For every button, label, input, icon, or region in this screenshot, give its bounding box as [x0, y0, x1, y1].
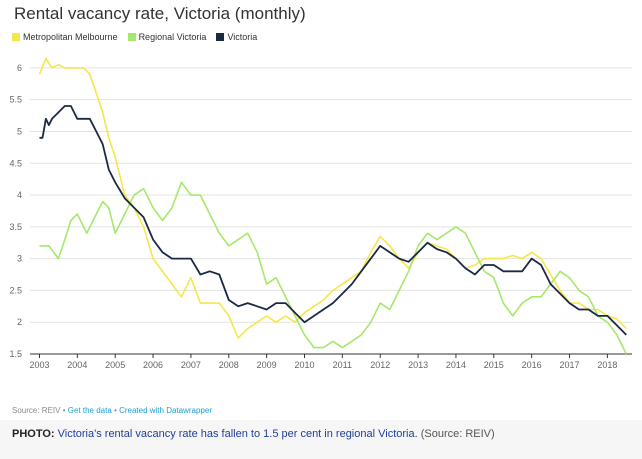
x-tick-label: 2009	[257, 360, 277, 370]
x-tick-label: 2003	[29, 360, 49, 370]
legend-item-regional-victoria: Regional Victoria	[127, 32, 207, 42]
x-tick-label: 2011	[333, 360, 352, 370]
caption-text[interactable]: Victoria's rental vacancy rate has falle…	[57, 428, 418, 440]
photo-caption: PHOTO: Victoria's rental vacancy rate ha…	[12, 428, 495, 440]
legend-swatch-metropolitan-melbourne	[12, 33, 20, 41]
x-tick-label: 2010	[294, 360, 314, 370]
legend-label-metropolitan-melbourne: Metropolitan Melbourne	[23, 32, 118, 42]
x-tick-label: 2008	[219, 360, 239, 370]
series-line-victoria	[39, 105, 627, 336]
source-separator: •	[114, 406, 117, 415]
legend-swatch-victoria	[216, 33, 225, 41]
series-line-metropolitan-melbourne	[38, 57, 627, 339]
legend-label-victoria: Victoria	[227, 32, 258, 42]
caption-label: PHOTO:	[12, 428, 55, 440]
y-tick-label: 4.5	[9, 158, 22, 168]
y-tick-label: 1.5	[9, 349, 22, 359]
y-tick-label: 5.5	[9, 95, 22, 105]
line-chart: 1.5 2 2.5 3 3.5 4 4.5 5 5.5 6 2003 2004 2005 2006 2007…	[9, 57, 632, 370]
chart-title: Rental vacancy rate, Victoria (monthly)	[14, 4, 306, 23]
x-tick-label: 2004	[67, 360, 87, 370]
y-tick-label: 3.5	[9, 222, 22, 232]
legend-item-victoria: Victoria	[216, 32, 257, 42]
legend: Metropolitan Melbourne Regional Victoria…	[12, 31, 267, 43]
series-line-regional-victoria	[39, 181, 628, 355]
datawrapper-link[interactable]: Created with Datawrapper	[119, 406, 212, 415]
source-line: Source: REIV • Get the data • Created wi…	[12, 406, 212, 415]
x-tick-label: 2005	[105, 360, 125, 370]
x-tick-label: 2006	[143, 360, 163, 370]
y-tick-label: 5	[17, 126, 22, 136]
x-tick-label: 2014	[446, 360, 466, 370]
y-tick-label: 2.5	[9, 285, 22, 295]
x-tick-label: 2007	[181, 360, 201, 370]
y-tick-label: 4	[17, 190, 22, 200]
y-tick-label: 6	[17, 63, 22, 73]
x-tick-label: 2018	[597, 360, 617, 370]
legend-item-metropolitan-melbourne: Metropolitan Melbourne	[12, 32, 118, 42]
source-separator: •	[62, 406, 66, 415]
get-data-link[interactable]: Get the data	[67, 406, 112, 415]
source-text: Source: REIV	[12, 406, 61, 415]
legend-label-regional-victoria: Regional Victoria	[138, 32, 207, 42]
legend-swatch-regional-victoria	[127, 33, 136, 41]
y-tick-label: 3	[17, 254, 22, 264]
y-tick-label: 2	[17, 317, 22, 327]
x-tick-label: 2017	[560, 360, 580, 370]
caption-bar	[0, 420, 642, 459]
x-tick-label: 2013	[408, 360, 428, 370]
x-tick-label: 2015	[484, 360, 504, 370]
x-tick-label: 2012	[370, 360, 390, 370]
caption-credit: (Source: REIV)	[420, 428, 495, 440]
x-tick-label: 2016	[522, 360, 542, 370]
